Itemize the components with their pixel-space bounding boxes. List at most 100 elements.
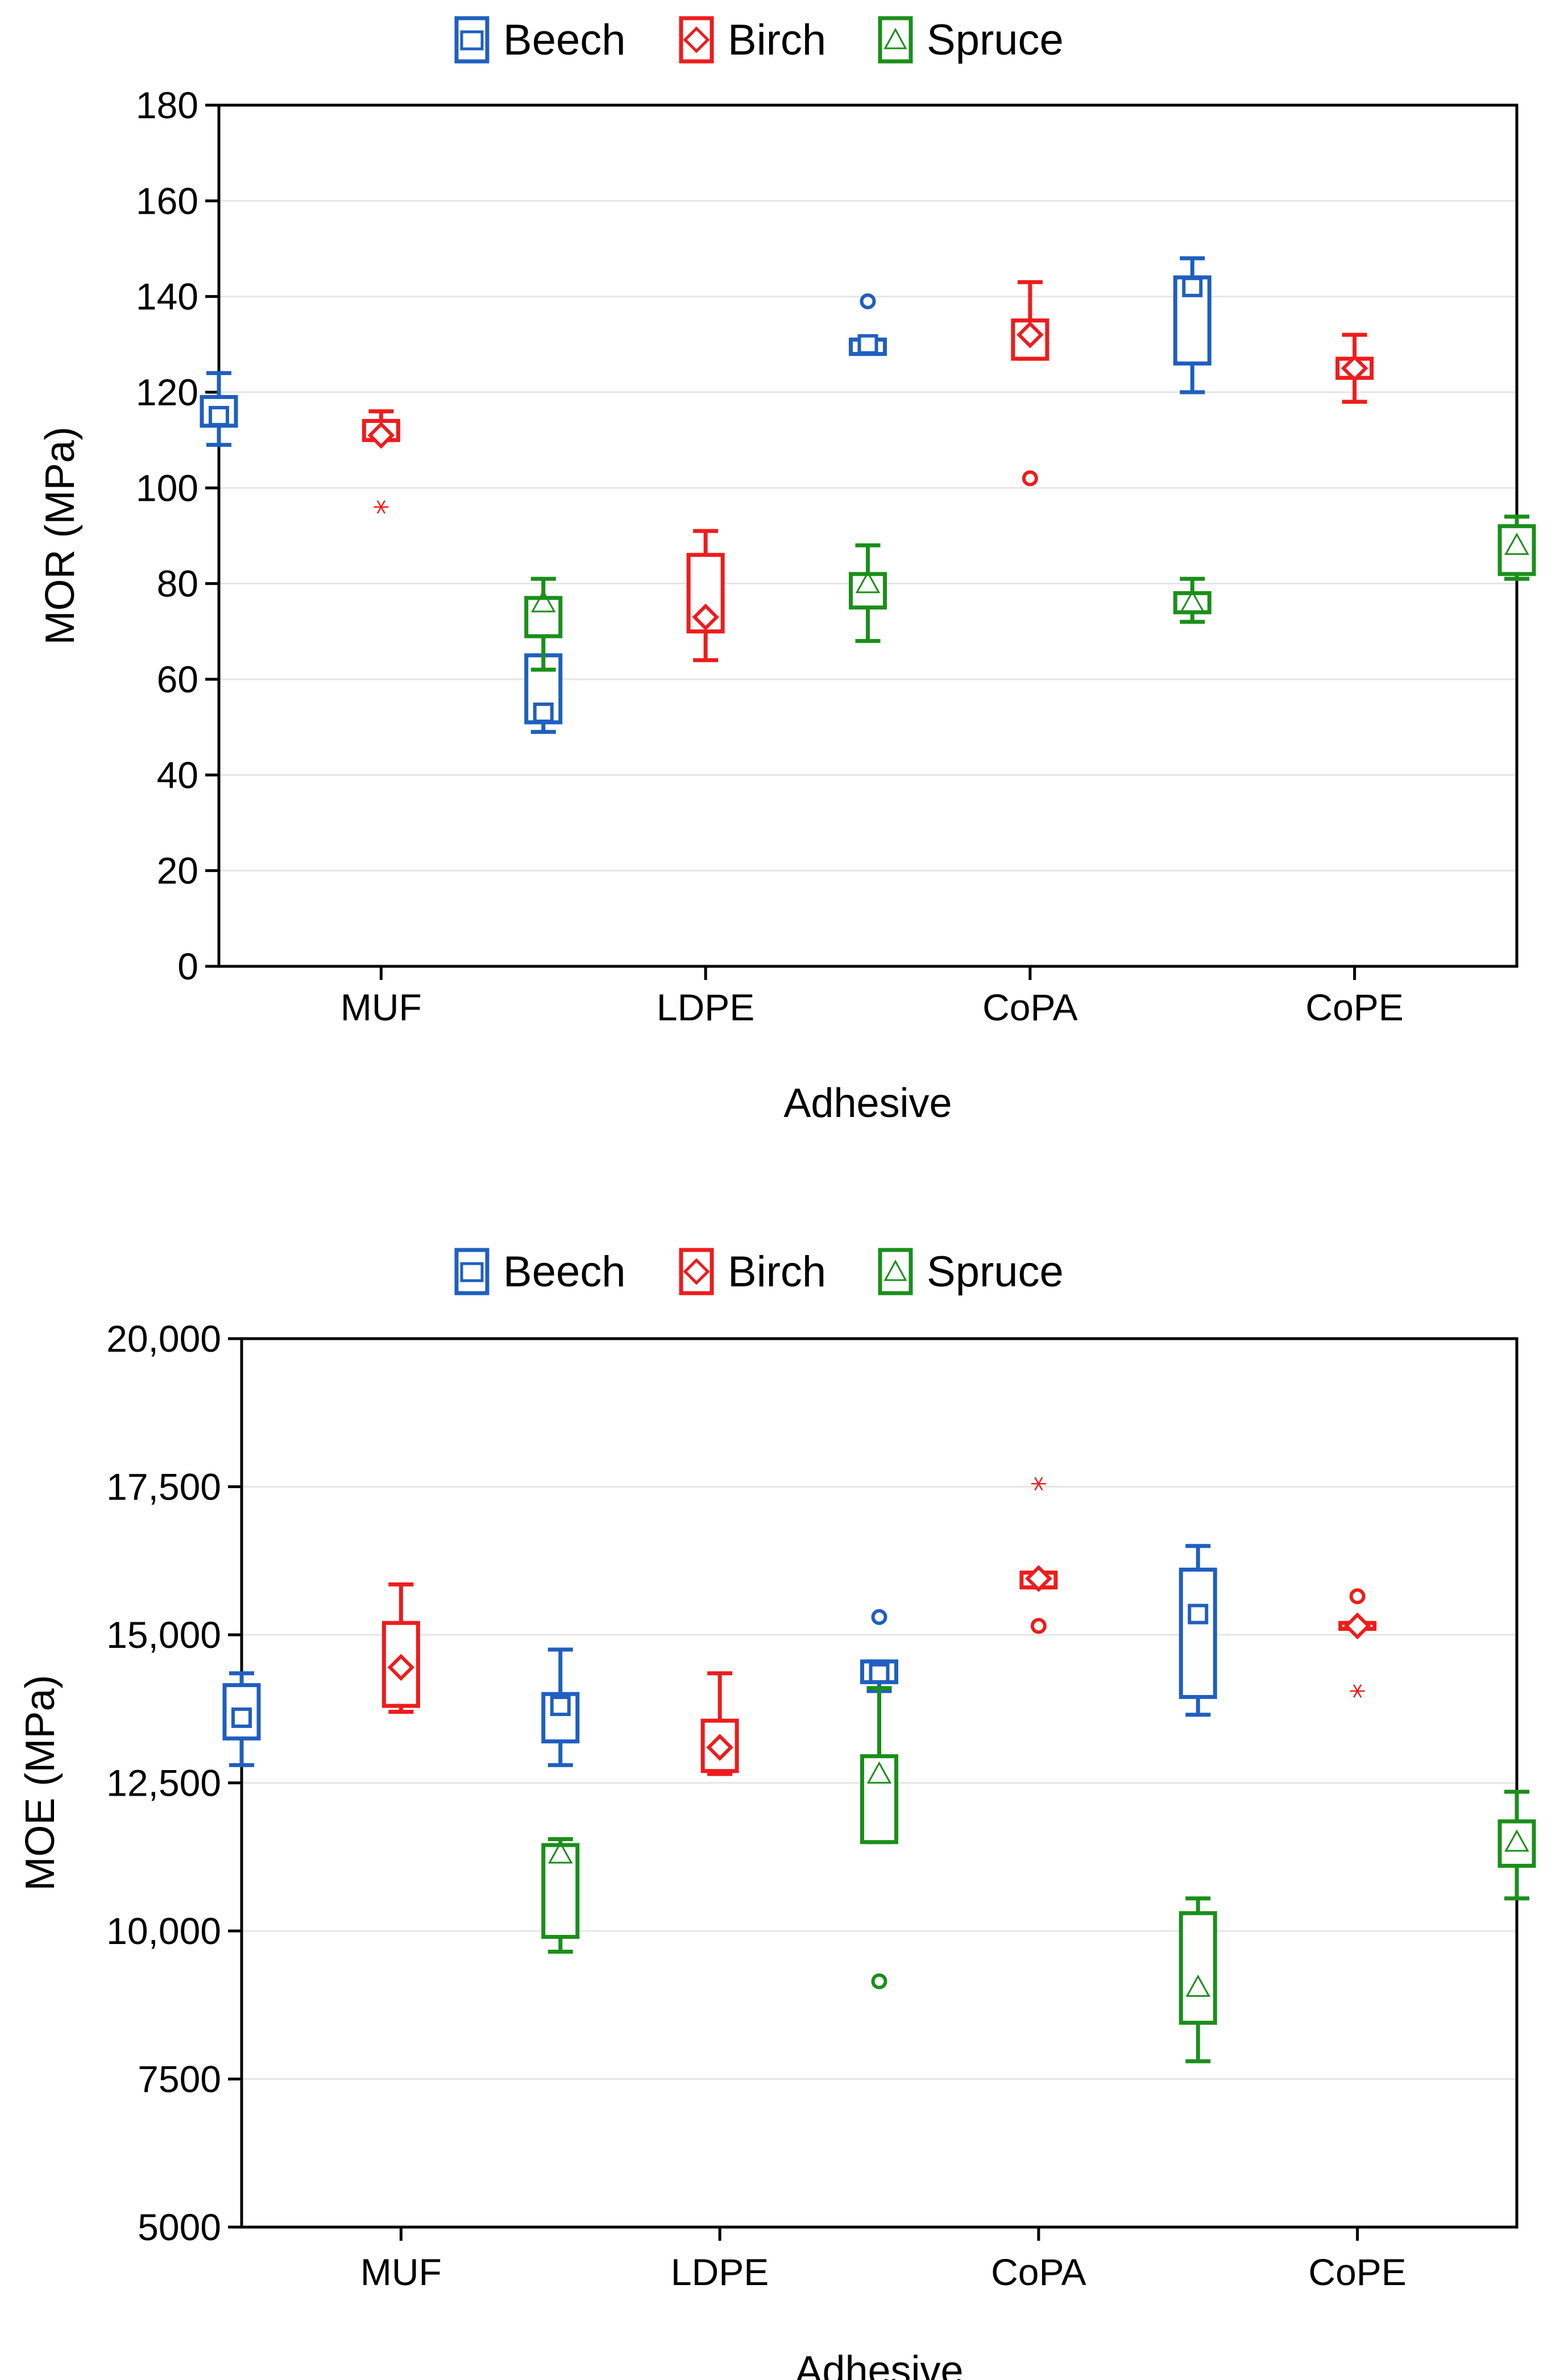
extreme-stroke (1353, 1684, 1362, 1698)
iqr-box (1179, 1567, 1217, 1699)
y-tick-label: 140 (136, 276, 198, 318)
y-tick-label: 100 (136, 467, 198, 509)
x-axis-title: Adhesive (783, 1081, 952, 1126)
iqr-box (1497, 524, 1536, 576)
iqr-box (860, 1754, 898, 1845)
legend-square-marker (460, 1262, 484, 1282)
x-tick-label: LDPE (657, 986, 754, 1028)
median-marker (1025, 1565, 1052, 1592)
legend-diamond-marker (683, 26, 710, 53)
median-marker (231, 1707, 252, 1728)
outlier-point (1349, 1588, 1366, 1605)
median-marker (857, 334, 878, 355)
box-spruce-cope (1497, 514, 1536, 581)
median-marker (1504, 533, 1529, 555)
plot-frame (217, 103, 1519, 968)
median-marker (1180, 590, 1205, 613)
median-marker (692, 603, 719, 631)
box-beech-copa (860, 1609, 898, 1693)
legend-triangle-marker (883, 1259, 907, 1281)
box-spruce-ldpe (860, 1686, 898, 1989)
x-tick-label: MUF (360, 2251, 442, 2293)
y-tick-label: 180 (136, 84, 198, 126)
box-spruce-muf (524, 576, 563, 672)
legend-entry: Beech (454, 16, 626, 64)
iqr-box (1497, 1819, 1536, 1868)
legend-label: Spruce (927, 1248, 1064, 1296)
box-birch-muf (381, 1582, 420, 1714)
median-marker (866, 1761, 892, 1784)
box-beech-cope (1179, 1544, 1217, 1717)
iqr-box (1173, 591, 1212, 614)
y-tick-label: 5000 (138, 2206, 221, 2248)
x-tick-label: CoPE (1308, 2251, 1406, 2293)
box-birch-copa (1019, 1477, 1058, 1634)
box-birch-copa (1011, 280, 1049, 487)
median-marker (1504, 1829, 1529, 1852)
legend-square-marker (460, 30, 484, 51)
extreme-point (1031, 1477, 1046, 1491)
legend-label: Birch (728, 1248, 826, 1296)
median-marker (1188, 1604, 1209, 1625)
legend-diamond-marker (683, 1258, 710, 1285)
y-tick-label: 20 (157, 850, 198, 892)
extreme-stroke (1034, 1477, 1043, 1491)
box-spruce-copa (1179, 1896, 1217, 2063)
median-marker (1182, 276, 1203, 297)
outlier-point (1030, 1618, 1047, 1634)
y-tick-label: 40 (157, 754, 198, 796)
median-marker (1343, 1612, 1371, 1640)
box-beech-ldpe (541, 1647, 580, 1767)
y-tick-label: 80 (157, 563, 198, 605)
y-tick-label: 120 (136, 371, 198, 413)
outlier-point (871, 1973, 887, 1989)
box-beech-copa (849, 293, 887, 356)
legend-entry: Beech (454, 1248, 626, 1296)
mor-boxplot-chart: 0 20 40 60 80 100 120 140 160 180 MUF LDPE CoPA CoPE A… (38, 16, 1536, 1126)
y-tick-label: 160 (136, 180, 198, 222)
median-marker (367, 422, 395, 449)
median-marker (531, 590, 556, 613)
outlier-point (860, 293, 876, 310)
median-marker (387, 1654, 415, 1681)
y-tick-label: 15,000 (106, 1614, 221, 1656)
legend-box-swatch (878, 16, 913, 64)
legend-entry: Birch (679, 1248, 826, 1296)
y-tick-label: 7500 (138, 2058, 221, 2100)
box-birch-ldpe (686, 529, 725, 662)
box-spruce-copa (1173, 576, 1212, 624)
x-axis-title: Adhesive (795, 2348, 963, 2380)
legend-label: Beech (503, 16, 626, 64)
legend-label: Beech (503, 1248, 626, 1296)
y-tick-label: 0 (177, 945, 198, 987)
legend-entry: Spruce (878, 1248, 1064, 1296)
y-tick-label: 10,000 (106, 1910, 221, 1952)
legend-box-swatch (878, 1248, 913, 1295)
box-beech-muf (200, 371, 238, 447)
legend-triangle-marker (883, 27, 907, 49)
box-spruce-muf (541, 1837, 580, 1954)
y-tick-label: 17,500 (106, 1466, 221, 1508)
median-marker (533, 702, 554, 723)
x-tick-label: LDPE (671, 2251, 769, 2293)
x-tick-label: MUF (341, 986, 422, 1028)
box-beech-cope (1173, 256, 1212, 394)
y-tick-label: 12,500 (106, 1762, 221, 1804)
iqr-box (222, 1683, 261, 1741)
extreme-point (374, 500, 389, 514)
y-tick-label: 20,000 (106, 1318, 221, 1360)
extreme-point (1350, 1684, 1365, 1698)
legend-label: Spruce (927, 16, 1064, 64)
median-marker (1341, 355, 1368, 382)
box-spruce-cope (1497, 1789, 1536, 1901)
extreme-stroke (376, 500, 385, 514)
median-marker (855, 571, 881, 593)
moe-boxplot-chart: 5000 7500 10,000 12,500 15,000 17,500 20,000 MU… (18, 1248, 1536, 2380)
legend-entry: Birch (679, 16, 826, 64)
x-tick-label: CoPA (991, 2251, 1086, 2293)
outlier-point (1022, 470, 1038, 487)
y-tick-label: 60 (157, 658, 198, 700)
median-marker (1017, 321, 1044, 348)
median-marker (548, 1841, 573, 1864)
median-marker (869, 1663, 890, 1684)
